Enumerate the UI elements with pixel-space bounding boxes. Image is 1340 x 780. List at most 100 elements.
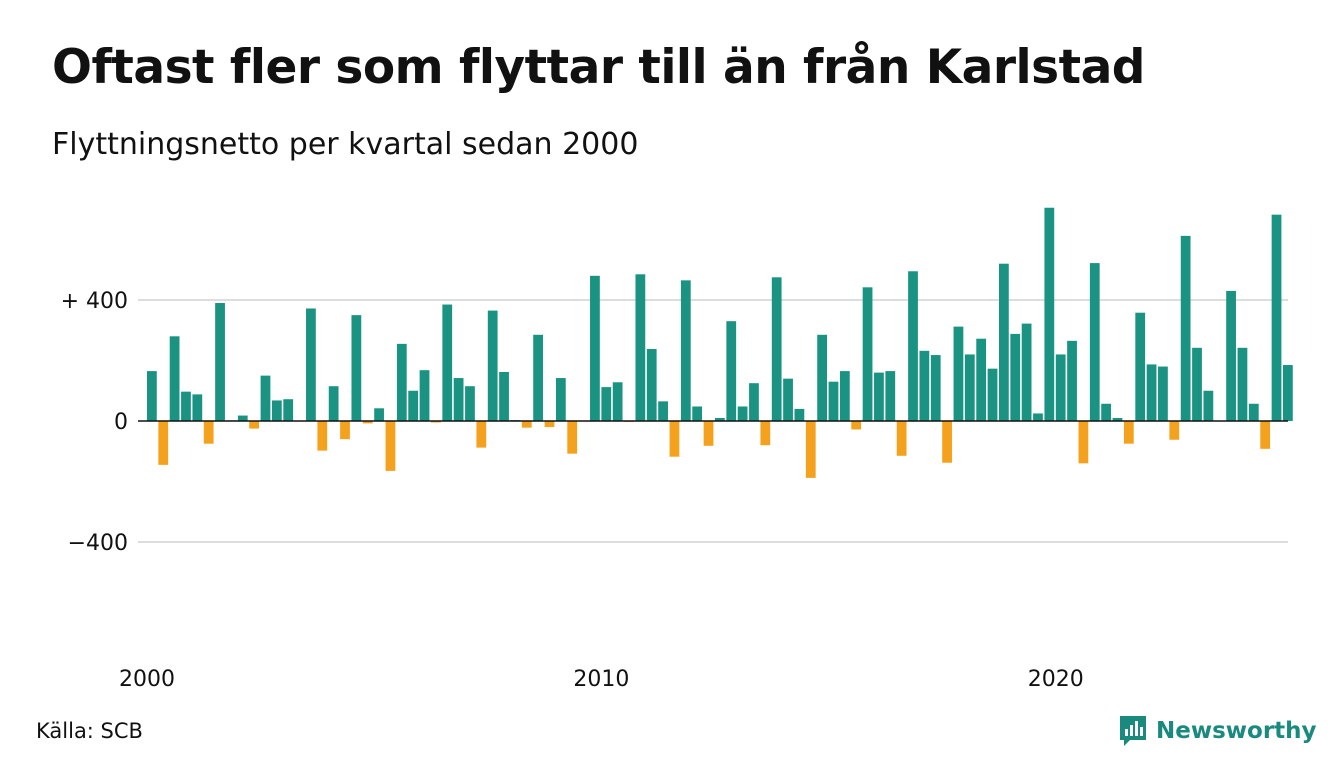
bar bbox=[987, 368, 998, 421]
bar bbox=[476, 421, 487, 448]
bar bbox=[953, 326, 964, 421]
bar bbox=[1044, 207, 1055, 421]
bar bbox=[521, 421, 532, 428]
brand-logo[interactable]: Newsworthy bbox=[1118, 714, 1317, 748]
source-label: Källa: SCB bbox=[36, 719, 143, 743]
bar bbox=[158, 421, 169, 465]
bar bbox=[1203, 390, 1214, 421]
bar bbox=[612, 382, 623, 421]
y-tick-label: 0 bbox=[114, 410, 128, 435]
bar bbox=[1010, 333, 1021, 421]
bar bbox=[1226, 290, 1236, 421]
bar bbox=[999, 263, 1009, 421]
bar bbox=[1180, 235, 1191, 421]
bar bbox=[487, 310, 498, 421]
bar bbox=[408, 390, 419, 421]
bar bbox=[1033, 413, 1043, 421]
bar bbox=[896, 421, 907, 456]
bar bbox=[635, 274, 646, 421]
bar bbox=[419, 370, 430, 421]
bar bbox=[1158, 366, 1168, 421]
bar bbox=[692, 406, 703, 421]
brand-name: Newsworthy bbox=[1156, 718, 1317, 744]
bar bbox=[1078, 421, 1089, 464]
bar bbox=[362, 421, 373, 424]
bar bbox=[874, 372, 884, 421]
bar bbox=[499, 372, 509, 421]
bar bbox=[794, 408, 805, 421]
bar bbox=[1135, 312, 1146, 421]
bar bbox=[1067, 340, 1077, 421]
bar bbox=[726, 321, 737, 422]
bar bbox=[737, 406, 748, 421]
bar bbox=[669, 421, 680, 457]
bar bbox=[385, 421, 396, 471]
x-tick-label: 2010 bbox=[573, 667, 629, 692]
bar bbox=[453, 378, 464, 421]
bar bbox=[351, 315, 362, 422]
bar bbox=[203, 421, 214, 444]
bar bbox=[1283, 365, 1293, 421]
bar bbox=[317, 421, 328, 451]
y-tick-label: −400 bbox=[68, 531, 128, 556]
x-tick-label: 2000 bbox=[119, 667, 175, 692]
bar bbox=[1146, 364, 1157, 421]
newsworthy-logo-icon bbox=[1120, 716, 1146, 746]
chart-title: Oftast fler som flyttar till än från Kar… bbox=[52, 40, 1145, 95]
bar bbox=[249, 421, 260, 429]
bar bbox=[283, 399, 294, 421]
bar bbox=[1089, 263, 1100, 422]
y-tick-label: + 400 bbox=[61, 289, 128, 314]
bar bbox=[1112, 417, 1123, 421]
bar bbox=[1021, 323, 1032, 422]
bar bbox=[260, 375, 271, 422]
bar bbox=[828, 381, 839, 421]
bar bbox=[328, 386, 339, 421]
bar bbox=[1055, 354, 1066, 421]
bar bbox=[964, 354, 975, 421]
bar bbox=[533, 334, 544, 421]
bar bbox=[431, 421, 441, 423]
bar bbox=[805, 421, 816, 478]
bar bbox=[851, 421, 862, 430]
bar bbox=[680, 280, 691, 421]
bar bbox=[340, 421, 350, 440]
bar bbox=[544, 421, 555, 428]
bar bbox=[555, 378, 566, 421]
bar bbox=[760, 421, 771, 446]
bar bbox=[1237, 347, 1248, 421]
bar bbox=[567, 421, 578, 454]
bar bbox=[1248, 403, 1259, 421]
bar bbox=[749, 383, 759, 421]
bar bbox=[783, 378, 793, 421]
bar bbox=[942, 421, 952, 463]
bar bbox=[1123, 421, 1134, 444]
bar bbox=[192, 394, 203, 421]
bar bbox=[817, 334, 828, 421]
bar bbox=[1271, 214, 1282, 421]
bar bbox=[930, 355, 941, 421]
bar bbox=[396, 343, 407, 421]
bar bbox=[1169, 421, 1180, 440]
bar bbox=[1192, 347, 1202, 421]
bar bbox=[646, 349, 657, 421]
bar bbox=[237, 415, 248, 422]
bar bbox=[771, 277, 782, 421]
bar bbox=[442, 304, 453, 421]
bar bbox=[215, 303, 225, 421]
bar bbox=[885, 371, 896, 421]
bar bbox=[908, 271, 918, 421]
bar bbox=[715, 417, 725, 421]
bar bbox=[658, 401, 668, 421]
bar bbox=[181, 391, 191, 421]
chart-subtitle: Flyttningsnetto per kvartal sedan 2000 bbox=[52, 127, 639, 162]
bar bbox=[703, 421, 714, 446]
bar bbox=[1260, 421, 1271, 449]
bar bbox=[465, 386, 475, 421]
bar bbox=[374, 408, 384, 422]
bar bbox=[306, 308, 316, 421]
x-tick-label: 2020 bbox=[1028, 667, 1084, 692]
bar bbox=[271, 400, 282, 421]
bar bbox=[601, 387, 612, 421]
